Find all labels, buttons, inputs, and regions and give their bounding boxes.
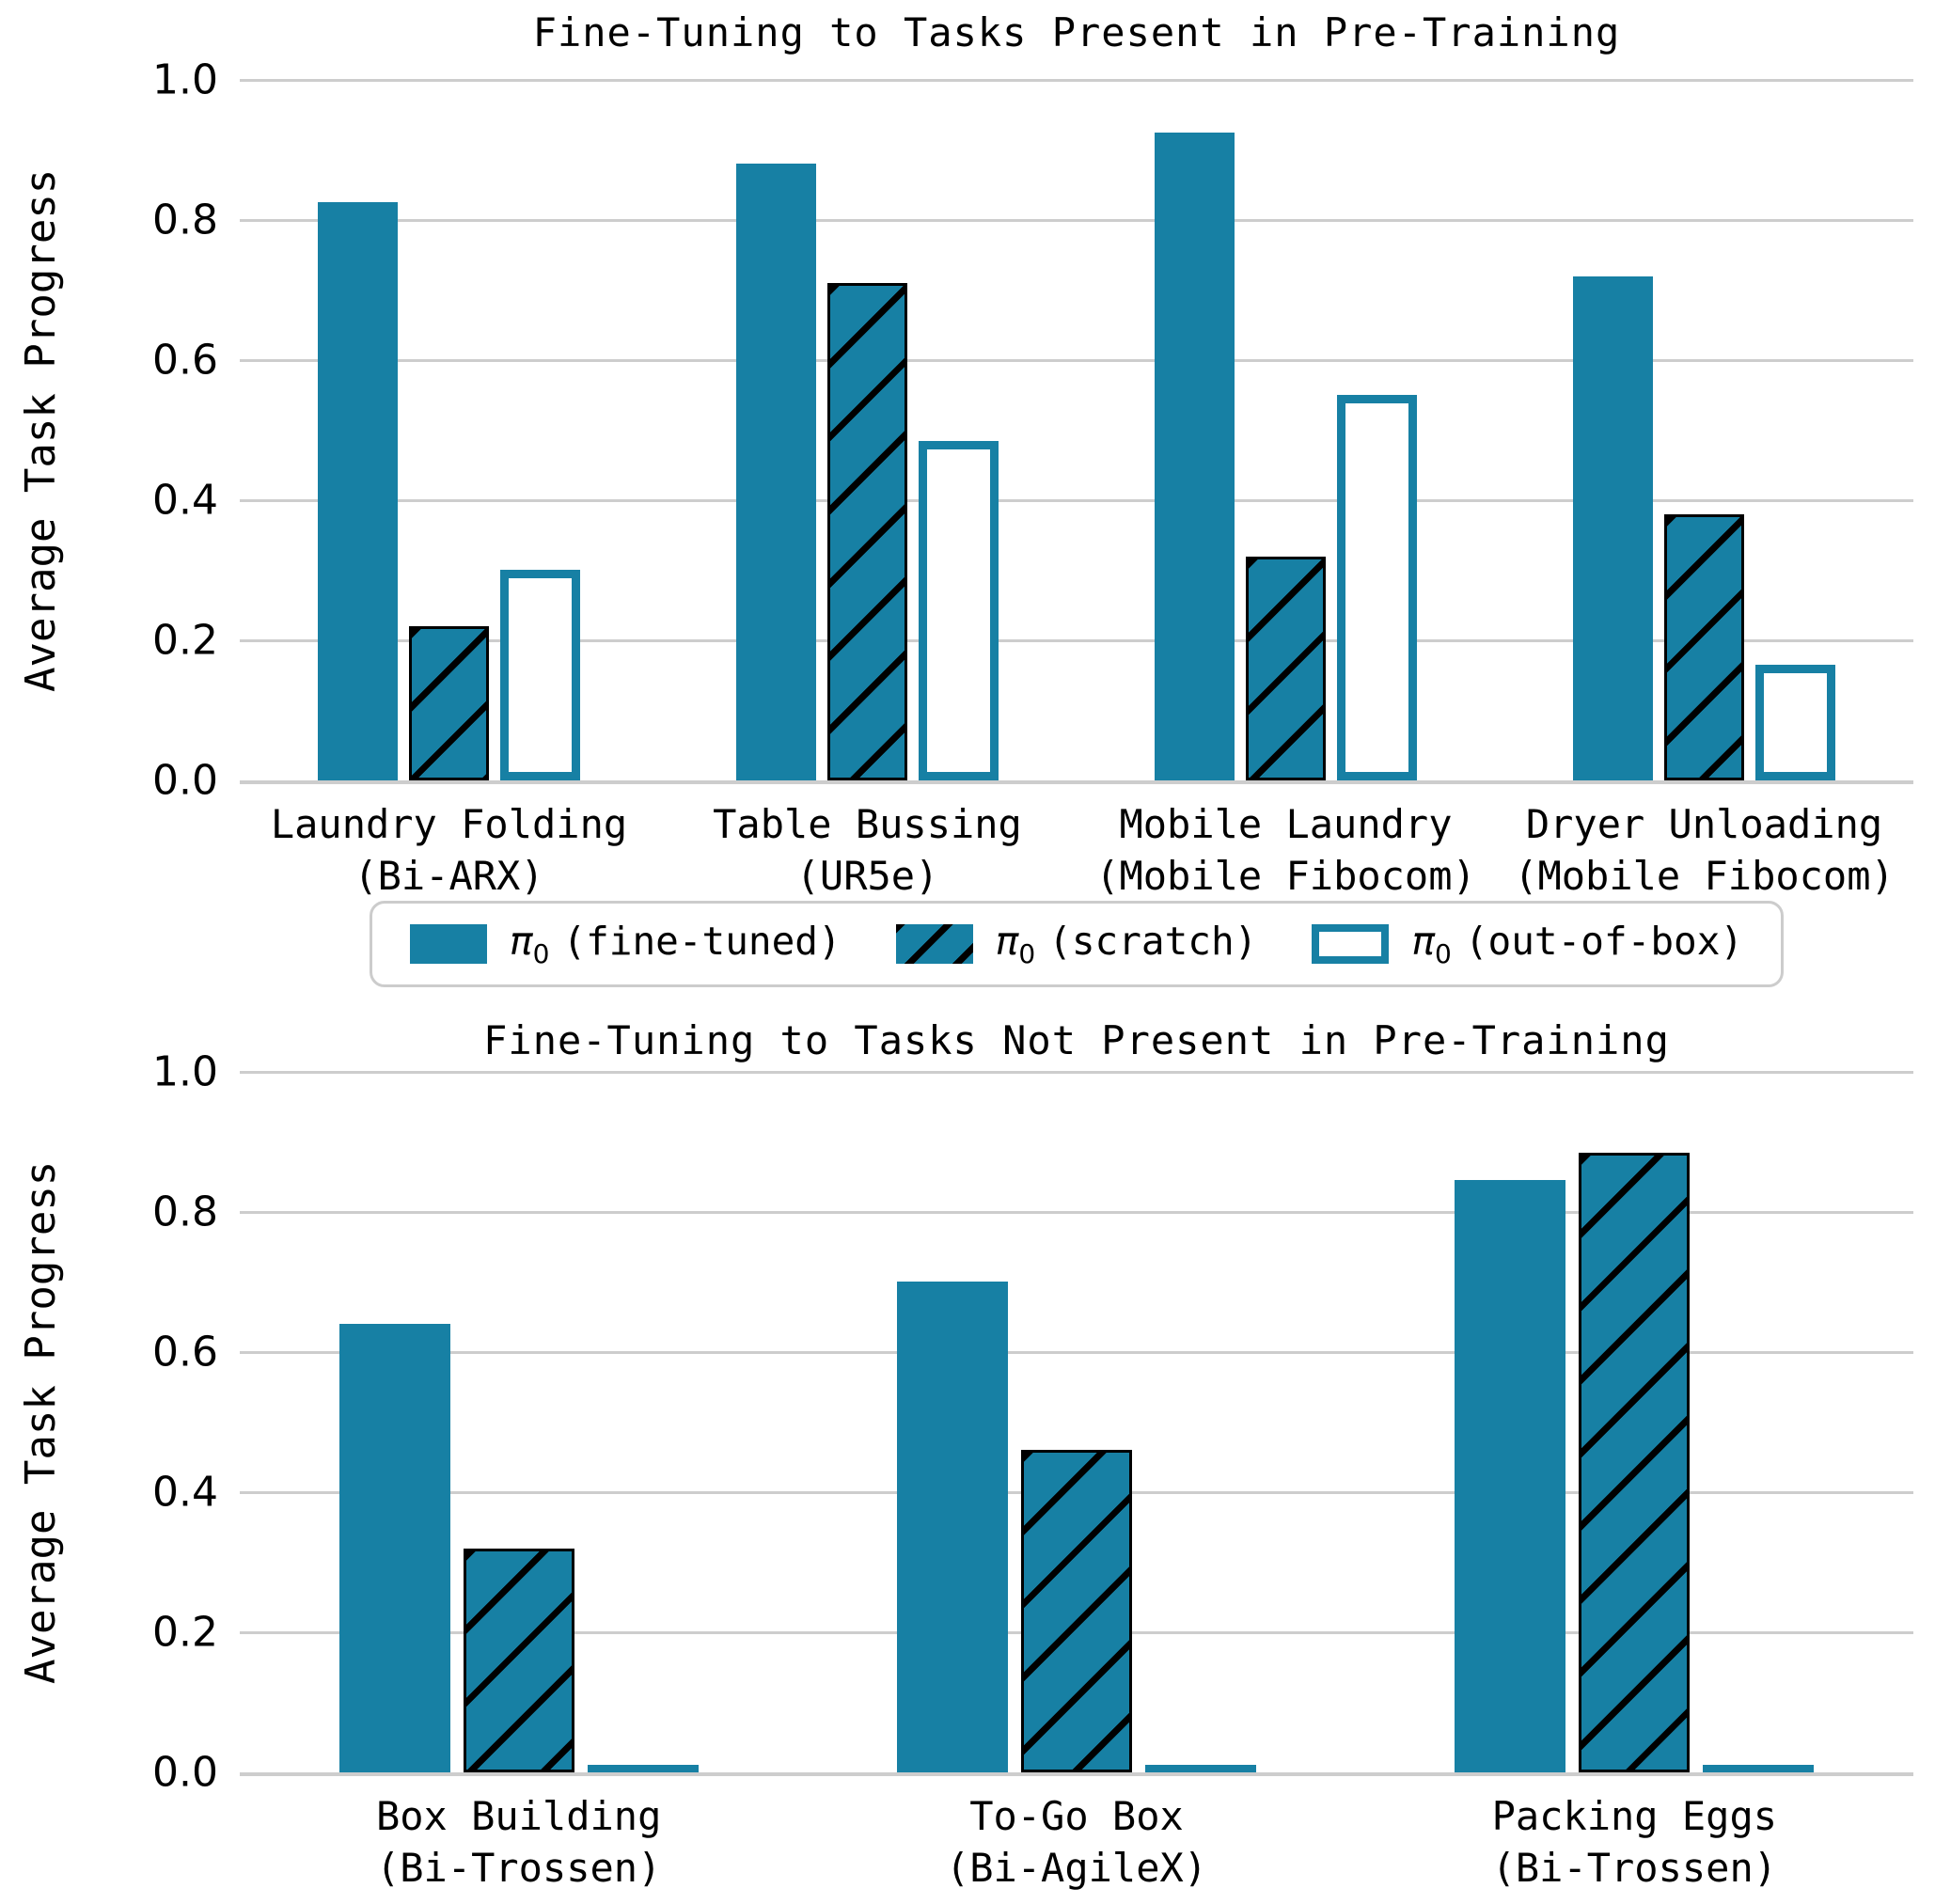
category-label-line: Box Building [375,1793,662,1839]
bar-group [1155,133,1417,780]
bar-group [896,1282,1256,1772]
bar-solid [896,1282,1008,1772]
category-label-line: (Bi-Trossen) [1491,1844,1778,1891]
y-tick-label: 1.0 [152,55,218,104]
legend-label: π0 (scratch) [996,919,1258,969]
pi-symbol: π [995,919,1019,964]
gridline [240,1351,1913,1354]
bar-group [338,1324,699,1772]
y-tick-label: 0.6 [152,1328,218,1377]
solid-bar-swatch-icon [409,924,487,965]
y-tick-label: 0.6 [152,336,218,385]
category-label: To-Go Box (Bi-AgileX) [797,1791,1355,1894]
bar-solid [1155,133,1235,780]
top-plot-area [240,79,1913,784]
legend: π0 (fine-tuned) π0 (scratch) π0 (out-of-box… [369,901,1785,988]
category-label: Mobile Laundry (Mobile Fibocom) [1077,799,1495,902]
bar-hatched [1020,1450,1132,1772]
gridline [240,1071,1913,1074]
bar-group [1573,276,1835,780]
hatched-bar-swatch-icon [895,924,973,965]
pi-subscript: 0 [1435,938,1452,970]
bar-solid [1455,1180,1566,1772]
legend-item-fine-tuned: π0 (fine-tuned) [409,919,842,969]
gridline [240,639,1913,642]
gridline [240,499,1913,502]
bar-outline [500,570,580,780]
gridline [240,79,1913,82]
legend-label: π0 (out-of-box) [1411,919,1743,969]
bar-outline [1144,1765,1256,1772]
category-label-line: (UR5e) [795,852,939,899]
y-tick-label: 0.2 [152,1608,218,1657]
bar-solid [736,164,816,780]
y-tick-label: 1.0 [152,1047,218,1096]
outline-bar-swatch-icon [1312,924,1390,965]
legend-item-scratch: π0 (scratch) [895,919,1258,969]
category-label-line: (Bi-Trossen) [375,1844,662,1891]
legend-row: π0 (fine-tuned) π0 (scratch) π0 (out-of-box… [240,901,1913,988]
bottom-plot-area [240,1071,1913,1776]
category-label-line: (Bi-AgileX) [945,1844,1208,1891]
bar-hatched [409,626,489,780]
category-label-line: (Mobile Fibocom) [1095,852,1476,899]
category-label-line: Table Bussing [713,801,1022,847]
y-tick-label: 0.8 [152,196,218,244]
category-label-line: Packing Eggs [1491,1793,1778,1839]
bar-solid [318,202,398,780]
legend-label-text: (fine-tuned) [562,919,842,964]
gridline [240,1211,1913,1214]
bar-group [736,164,999,780]
bar-hatched [463,1549,574,1772]
bar-hatched [1579,1153,1691,1772]
top-category-labels: Laundry Folding (Bi-ARX) Table Bussing (UR5… [240,799,1913,902]
top-chart-title: Fine-Tuning to Tasks Present in Pre-Trai… [532,9,1621,55]
y-tick-label: 0.0 [152,756,218,805]
gridline [240,359,1913,362]
category-label-line: (Bi-ARX) [354,852,544,899]
legend-label: π0 (fine-tuned) [510,919,842,969]
gridline [240,219,1913,222]
bar-hatched [1664,514,1744,780]
bottom-chart-title: Fine-Tuning to Tasks Not Present in Pre-… [483,1017,1670,1063]
category-label-line: Mobile Laundry [1119,801,1453,847]
bar-group [1455,1153,1815,1772]
category-label-line: Laundry Folding [270,801,628,847]
category-label: Packing Eggs (Bi-Trossen) [1356,1791,1913,1894]
y-tick-label: 0.0 [152,1748,218,1797]
y-tick-label: 0.4 [152,1468,218,1517]
top-y-tick-labels: 1.0 0.8 0.6 0.4 0.2 0.0 [0,56,218,805]
bottom-y-tick-labels: 1.0 0.8 0.6 0.4 0.2 0.0 [0,1048,218,1797]
y-tick-label: 0.2 [152,616,218,665]
bottom-category-labels: Box Building (Bi-Trossen) To-Go Box (Bi-Agi… [240,1791,1913,1894]
pi-symbol: π [509,919,533,964]
y-tick-label: 0.4 [152,476,218,525]
pi-subscript: 0 [532,938,550,970]
category-label-line: Dryer Unloading [1525,801,1883,847]
category-label-line: (Mobile Fibocom) [1514,852,1895,899]
bar-outline [1337,395,1417,780]
pi-subscript: 0 [1018,938,1036,970]
category-label: Laundry Folding (Bi-ARX) [240,799,658,902]
y-tick-label: 0.8 [152,1188,218,1236]
bar-outline [919,441,999,780]
bar-outline [587,1765,699,1772]
legend-item-out-of-box: π0 (out-of-box) [1312,919,1743,969]
bar-solid [1573,276,1653,780]
bar-solid [338,1324,450,1772]
bar-group [318,202,580,780]
bar-hatched [1246,557,1326,780]
category-label: Dryer Unloading (Mobile Fibocom) [1495,799,1913,902]
legend-label-text: (out-of-box) [1464,919,1744,964]
category-label: Table Bussing (UR5e) [658,799,1077,902]
bar-hatched [827,283,907,780]
category-label-line: To-Go Box [969,1793,1184,1839]
bar-outline [1755,665,1835,780]
bar-outline [1703,1765,1815,1772]
category-label: Box Building (Bi-Trossen) [240,1791,797,1894]
pi-symbol: π [1411,919,1436,964]
legend-label-text: (scratch) [1048,919,1258,964]
